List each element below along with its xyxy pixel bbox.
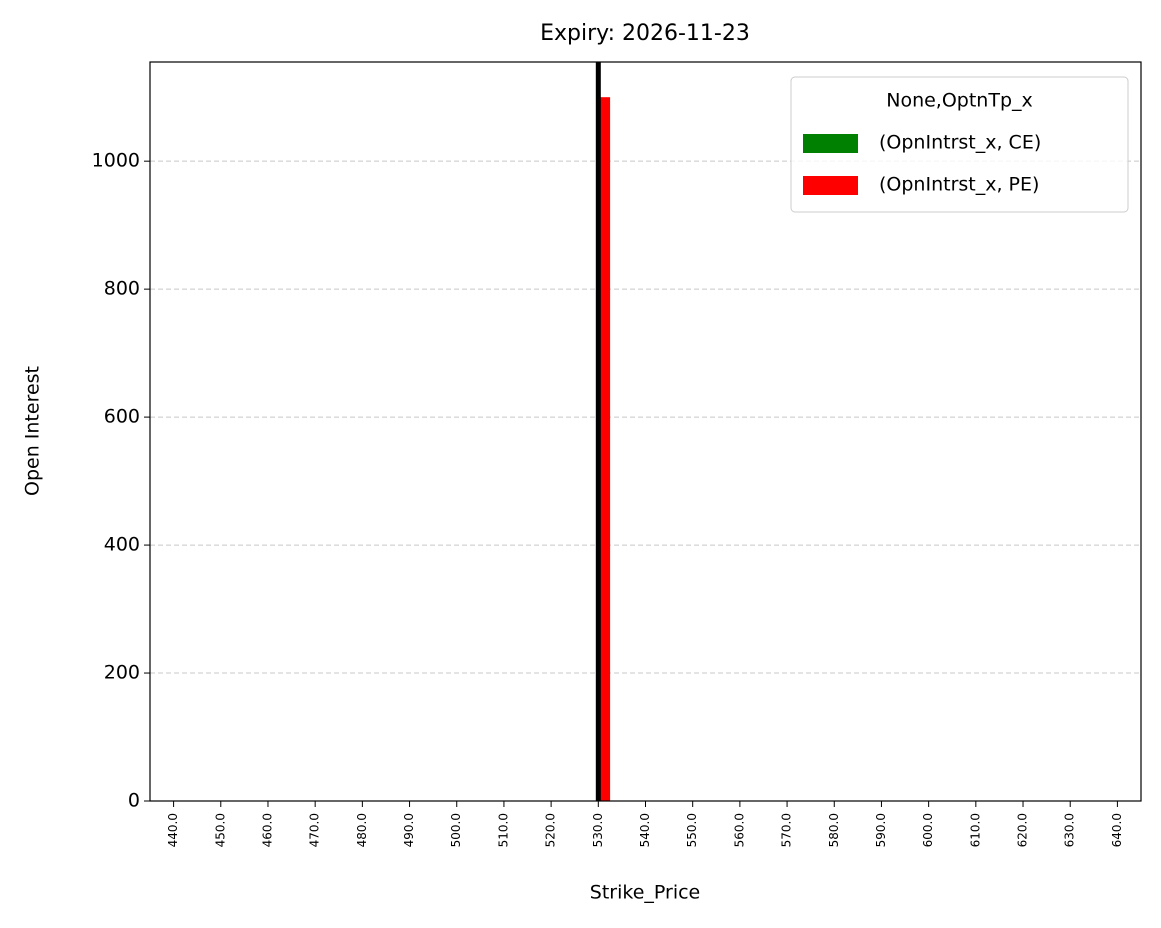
y-tick-label: 200	[104, 662, 140, 684]
x-tick-label: 640.0	[1110, 813, 1124, 847]
x-tick-label: 480.0	[355, 813, 369, 847]
x-tick-label: 570.0	[780, 813, 794, 847]
y-axis-label: Open Interest	[22, 366, 44, 496]
x-tick-label: 520.0	[544, 813, 558, 847]
legend-title: None,OptnTp_x	[886, 90, 1033, 112]
x-tick-label: 450.0	[213, 813, 227, 847]
x-tick-label: 600.0	[921, 813, 935, 847]
x-tick-label: 590.0	[874, 813, 888, 847]
x-tick-label: 500.0	[449, 813, 463, 847]
legend-swatch	[803, 176, 858, 195]
x-tick-label: 530.0	[591, 813, 605, 847]
y-tick-label: 800	[104, 278, 140, 300]
bar	[598, 97, 611, 801]
x-tick-label: 460.0	[260, 813, 274, 847]
legend-label: (OpnIntrst_x, CE)	[879, 132, 1041, 154]
chart-title: Expiry: 2026-11-23	[540, 21, 750, 46]
y-tick-label: 400	[104, 534, 140, 556]
x-tick-label: 620.0	[1016, 813, 1030, 847]
x-tick-label: 550.0	[685, 813, 699, 847]
x-tick-label: 540.0	[638, 813, 652, 847]
x-axis-label: Strike_Price	[590, 882, 700, 904]
x-tick-label: 560.0	[732, 813, 746, 847]
x-tick-label: 510.0	[496, 813, 510, 847]
y-tick-label: 600	[104, 406, 140, 428]
x-tick-label: 440.0	[166, 813, 180, 847]
y-tick-label: 0	[128, 790, 140, 812]
x-tick-label: 630.0	[1063, 813, 1077, 847]
plot-frame	[149, 61, 1142, 802]
x-tick-label: 580.0	[827, 813, 841, 847]
x-tick-label: 490.0	[402, 813, 416, 847]
x-tick-label: 470.0	[308, 813, 322, 847]
legend-label: (OpnIntrst_x, PE)	[879, 174, 1039, 196]
y-tick-label: 1000	[92, 150, 140, 172]
legend-swatch	[803, 134, 858, 153]
legend-box	[790, 76, 1129, 213]
x-tick-label: 610.0	[968, 813, 982, 847]
